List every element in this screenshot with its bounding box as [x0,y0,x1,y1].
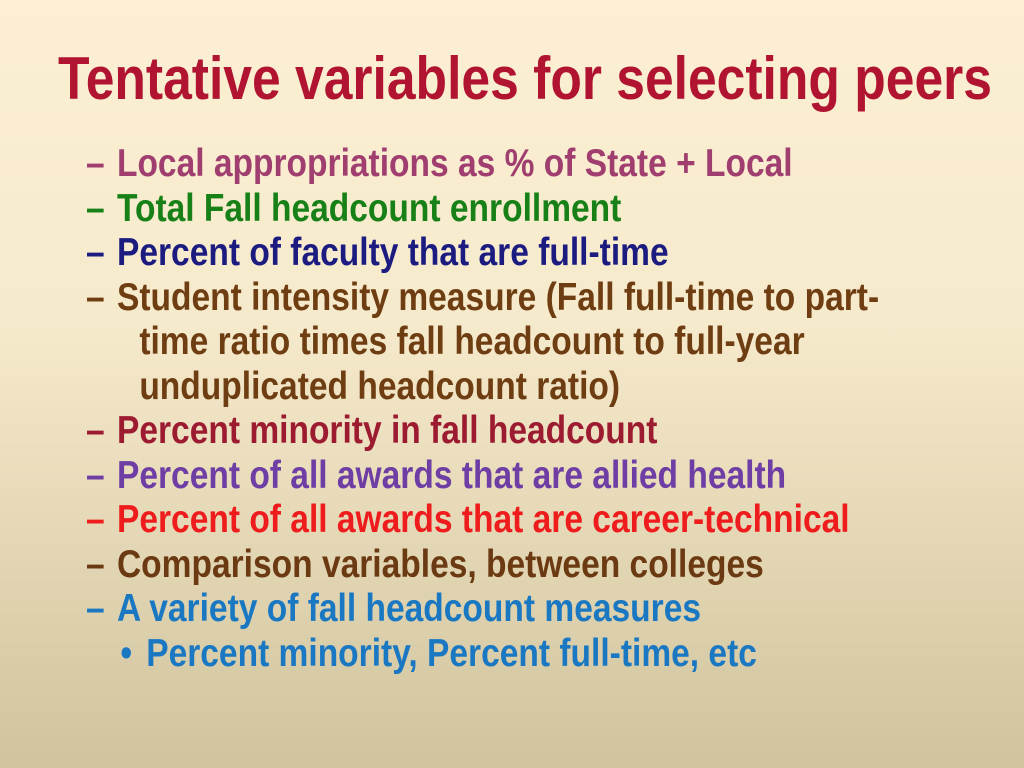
dash-bullet-marker: – [86,453,105,497]
dash-bullet-marker: – [86,498,105,541]
bullet-item: – Student intensity measure (Fall full-ti… [86,276,879,321]
bullet-item: – Percent of faculty that are full-time [86,231,879,276]
bullet-text: Percent minority, Percent full-time, etc [146,631,757,675]
dash-bullet-marker: – [86,231,105,274]
bullet-text: Percent of all awards that are allied he… [116,453,787,497]
dash-bullet-marker: – [86,275,105,319]
bullet-text: Total Fall headcount enrollment [116,186,622,230]
dash-bullet-marker: – [86,409,105,452]
bullet-item: – Percent minority in fall headcount [86,409,879,454]
bullet-text: Percent minority in fall headcount [116,409,658,452]
dash-bullet-marker: – [86,587,105,630]
bullet-text: time ratio times fall headcount to full-… [139,320,805,363]
sub-bullet-item: • Percent minority, Percent full-time, et… [86,632,879,677]
bullet-list: – Local appropriations as % of State + Lo… [86,142,1008,676]
bullet-text: Local appropriations as % of State + Loc… [116,142,793,185]
bullet-text: unduplicated headcount ratio) [139,364,621,408]
bullet-item: – A variety of fall headcount measures [86,587,879,632]
slide-title: Tentative variables for selecting peers [58,45,992,112]
bullet-text: Student intensity measure (Fall full-tim… [116,275,880,319]
bullet-text: Comparison variables, between colleges [116,542,764,586]
dot-bullet-marker: • [120,631,133,675]
bullet-text: Percent of all awards that are career-te… [116,498,850,541]
dash-bullet-marker: – [86,542,105,586]
bullet-text: A variety of fall headcount measures [116,587,702,630]
bullet-item: – Percent of all awards that are career-t… [86,498,879,543]
bullet-item: – Total Fall headcount enrollment [86,187,879,232]
bullet-item: – Local appropriations as % of State + Lo… [86,142,879,187]
bullet-item-continuation: unduplicated headcount ratio) [86,365,879,410]
bullet-text: Percent of faculty that are full-time [116,231,669,274]
bullet-item-continuation: time ratio times fall headcount to full-… [86,320,879,365]
dash-bullet-marker: – [86,186,105,230]
bullet-item: – Percent of all awards that are allied h… [86,454,879,499]
bullet-item: – Comparison variables, between colleges [86,543,879,588]
dash-bullet-marker: – [86,142,105,185]
